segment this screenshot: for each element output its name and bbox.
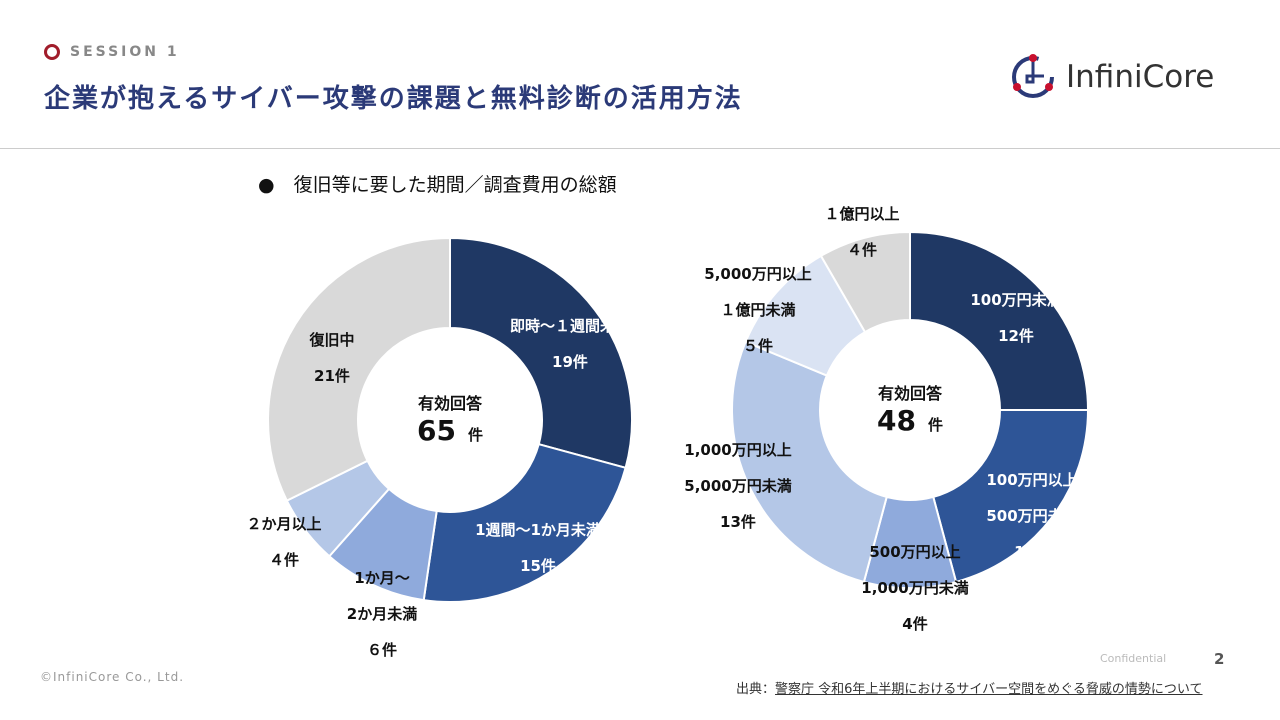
slice-label-text: 1,000万円未満 [861,579,969,597]
slice-label-text: 即時～１週間未満 [509,317,631,335]
copyright: ©InfiniCore Co., Ltd. [40,670,185,684]
slice-count: 15件 [520,557,556,575]
ring-icon [44,44,60,60]
slice-label-text: 1週間～1か月未満 [475,521,601,539]
center-unit: 件 [927,416,943,434]
donut-slice [267,236,451,503]
slice-label: 即時～１週間未満 19件 [510,308,630,380]
slice-label-text: 1か月～ [354,569,410,587]
slice-label-text: 1,000万円以上 [684,441,792,459]
center-label: 有効回答 [417,394,483,413]
slice-label-text: ２か月以上 [246,515,322,533]
page-number: 2 [1214,650,1225,668]
slice-label-text: 500万円未満 [986,507,1078,525]
donut-slice [731,340,888,584]
slice-label-text: 復旧中 [309,331,355,349]
source-citation: 出典：警察庁 令和6年上半期におけるサイバー空間をめぐる脅威の情勢について [736,682,1203,697]
slice-count: 13件 [720,513,756,531]
slice-count: 12件 [998,327,1034,345]
donut-center: 有効回答 48 件 [877,380,943,437]
page-title: 企業が抱えるサイバー攻撃の課題と無料診断の活用方法 [44,84,743,114]
slice-count: 10件 [1014,543,1050,561]
slice-label-text: 5,000万円以上 [704,265,812,283]
slice-count: ４件 [268,551,300,569]
donut-slice [449,236,633,470]
slice-count: ５件 [742,337,774,355]
slice-label: 5,000万円以上 １億円未満 ５件 [704,256,811,364]
slice-label: 100万円以上 500万円未満 10件 [986,462,1077,570]
slice-label: 1週間～1か月未満 15件 [475,512,601,584]
slice-label: 500万円以上 1,000万円未満 4件 [861,534,968,642]
center-label: 有効回答 [877,384,943,403]
slice-label: 100万円未満 12件 [970,282,1061,354]
donut-slice [909,230,1090,411]
chart-subtitle: ● 復旧等に要した期間／調査費用の総額 [258,174,617,196]
slice-count: 19件 [552,353,588,371]
center-value: 65 [417,414,456,447]
slice-label: 復旧中 21件 [309,322,354,394]
slice-count: ６件 [366,641,397,659]
divider [0,148,1280,149]
logo: InfiniCore [1008,52,1214,102]
slice-label: ２か月以上 ４件 [246,506,321,578]
donut-slice [932,409,1090,584]
slice-count: ４件 [846,241,878,259]
slice-label-text: １億円以上 [824,205,900,223]
donut-center: 有効回答 65 件 [417,390,483,447]
slice-label: 1,000万円以上 5,000万円未満 13件 [684,432,791,540]
slice-label-text: 100万円未満 [970,291,1062,309]
donut-slice [422,442,627,603]
slice-count: 21件 [314,367,350,385]
slice-label-text: 500万円以上 [869,543,961,561]
slice-label-text: １億円未満 [720,301,796,319]
center-unit: 件 [467,426,483,444]
slice-label: １億円以上 ４件 [824,196,899,268]
slice-label-text: 2か月未満 [346,605,418,623]
center-value: 48 [877,404,916,437]
donut-slice [819,230,911,334]
slice-label-text: 100万円以上 [986,471,1078,489]
slice-label: 1か月～ 2か月未満 ６件 [347,560,417,668]
slice-count: 4件 [902,615,928,633]
session-label: SESSION 1 [44,44,180,60]
slice-label-text: 5,000万円未満 [684,477,792,495]
confidential-mark: Confidential [1100,652,1167,665]
logo-icon [1012,54,1054,98]
source-link[interactable]: 警察庁 令和6年上半期におけるサイバー空間をめぐる脅威の情勢について [775,682,1203,697]
